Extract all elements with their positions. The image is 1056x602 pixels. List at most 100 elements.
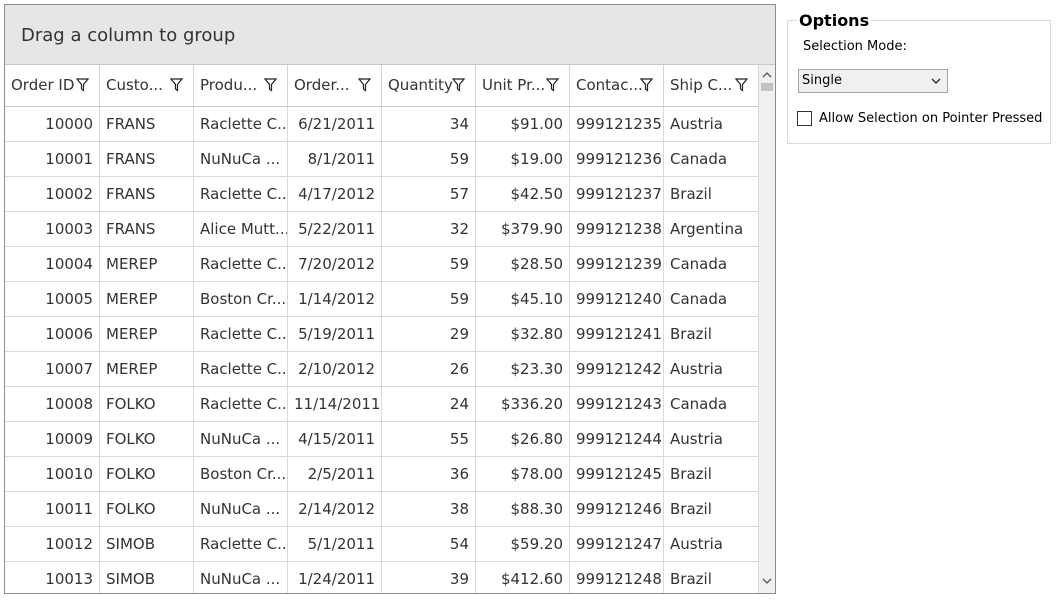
cell-customer[interactable]: FRANS [100,142,194,177]
column-header-order-id[interactable]: Order ID [5,65,100,106]
cell-customer[interactable]: MEREP [100,282,194,317]
cell-ship-country[interactable]: Brazil [664,177,759,212]
scrollbar-thumb[interactable] [761,83,773,91]
cell-ship-country[interactable]: Brazil [664,457,759,492]
cell-customer[interactable]: FOLKO [100,422,194,457]
table-row[interactable]: 10013 SIMOB NuNuCa ... 1/24/2011 39 $412.60 99… [5,562,759,593]
cell-customer[interactable]: FOLKO [100,492,194,527]
cell-order-id[interactable]: 10001 [5,142,100,177]
cell-ship-country[interactable]: Austria [664,107,759,142]
cell-ship-country[interactable]: Brazil [664,492,759,527]
cell-unit-price[interactable]: $91.00 [476,107,570,142]
cell-product[interactable]: Raclette C... [194,107,288,142]
cell-quantity[interactable]: 55 [382,422,476,457]
cell-contact[interactable]: 999121239 [570,247,664,282]
column-header-ship-country[interactable]: Ship C... [664,65,759,106]
cell-contact[interactable]: 999121238 [570,212,664,247]
cell-order-date[interactable]: 5/22/2011 [288,212,382,247]
cell-product[interactable]: NuNuCa ... [194,562,288,593]
cell-contact[interactable]: 999121246 [570,492,664,527]
table-row[interactable]: 10004 MEREP Raclette C... 7/20/2012 59 $28.50… [5,247,759,282]
cell-customer[interactable]: SIMOB [100,562,194,593]
cell-order-id[interactable]: 10006 [5,317,100,352]
cell-unit-price[interactable]: $23.30 [476,352,570,387]
scroll-up-icon[interactable] [759,67,775,83]
cell-customer[interactable]: MEREP [100,352,194,387]
cell-order-id[interactable]: 10004 [5,247,100,282]
column-header-unit-price[interactable]: Unit Pr... [476,65,570,106]
cell-order-date[interactable]: 2/10/2012 [288,352,382,387]
cell-ship-country[interactable]: Austria [664,422,759,457]
cell-order-id[interactable]: 10005 [5,282,100,317]
cell-order-id[interactable]: 10009 [5,422,100,457]
cell-contact[interactable]: 999121235 [570,107,664,142]
cell-unit-price[interactable]: $88.30 [476,492,570,527]
cell-product[interactable]: Raclette C... [194,527,288,562]
cell-order-id[interactable]: 10011 [5,492,100,527]
table-row[interactable]: 10001 FRANS NuNuCa ... 8/1/2011 59 $19.00 9991… [5,142,759,177]
filter-icon[interactable] [170,78,183,92]
cell-quantity[interactable]: 59 [382,247,476,282]
cell-unit-price[interactable]: $45.10 [476,282,570,317]
cell-unit-price[interactable]: $19.00 [476,142,570,177]
column-header-product[interactable]: Produ... [194,65,288,106]
cell-order-date[interactable]: 1/24/2011 [288,562,382,593]
table-row[interactable]: 10011 FOLKO NuNuCa ... 2/14/2012 38 $88.30 999… [5,492,759,527]
filter-icon[interactable] [264,78,277,92]
cell-contact[interactable]: 999121242 [570,352,664,387]
table-row[interactable]: 10010 FOLKO Boston Cr... 2/5/2011 36 $78.00 99… [5,457,759,492]
cell-customer[interactable]: FRANS [100,177,194,212]
cell-product[interactable]: Raclette C... [194,352,288,387]
table-row[interactable]: 10003 FRANS Alice Mutt... 5/22/2011 32 $379.9… [5,212,759,247]
column-header-contact[interactable]: Contac... [570,65,664,106]
cell-quantity[interactable]: 34 [382,107,476,142]
cell-contact[interactable]: 999121244 [570,422,664,457]
cell-quantity[interactable]: 36 [382,457,476,492]
cell-customer[interactable]: MEREP [100,247,194,282]
cell-quantity[interactable]: 26 [382,352,476,387]
cell-quantity[interactable]: 57 [382,177,476,212]
cell-unit-price[interactable]: $78.00 [476,457,570,492]
cell-contact[interactable]: 999121241 [570,317,664,352]
table-row[interactable]: 10002 FRANS Raclette C... 4/17/2012 57 $42.50… [5,177,759,212]
cell-order-date[interactable]: 5/19/2011 [288,317,382,352]
table-row[interactable]: 10012 SIMOB Raclette C... 5/1/2011 54 $59.20 9… [5,527,759,562]
cell-ship-country[interactable]: Austria [664,352,759,387]
cell-unit-price[interactable]: $26.80 [476,422,570,457]
cell-product[interactable]: Alice Mutt... [194,212,288,247]
table-row[interactable]: 10000 FRANS Raclette C... 6/21/2011 34 $91.00… [5,107,759,142]
cell-order-date[interactable]: 2/14/2012 [288,492,382,527]
cell-customer[interactable]: MEREP [100,317,194,352]
table-row[interactable]: 10005 MEREP Boston Cr... 1/14/2012 59 $45.10 9… [5,282,759,317]
cell-product[interactable]: Boston Cr... [194,282,288,317]
cell-ship-country[interactable]: Argentina [664,212,759,247]
cell-contact[interactable]: 999121237 [570,177,664,212]
cell-contact[interactable]: 999121245 [570,457,664,492]
column-header-order-date[interactable]: Order... [288,65,382,106]
cell-order-id[interactable]: 10007 [5,352,100,387]
cell-quantity[interactable]: 38 [382,492,476,527]
cell-quantity[interactable]: 29 [382,317,476,352]
cell-unit-price[interactable]: $28.50 [476,247,570,282]
cell-product[interactable]: NuNuCa ... [194,492,288,527]
table-row[interactable]: 10006 MEREP Raclette C... 5/19/2011 29 $32.80… [5,317,759,352]
cell-unit-price[interactable]: $379.90 [476,212,570,247]
cell-ship-country[interactable]: Brazil [664,317,759,352]
cell-product[interactable]: Raclette C... [194,387,288,422]
cell-order-id[interactable]: 10012 [5,527,100,562]
cell-order-id[interactable]: 10002 [5,177,100,212]
allow-selection-checkbox[interactable] [797,111,812,126]
cell-order-date[interactable]: 2/5/2011 [288,457,382,492]
cell-contact[interactable]: 999121240 [570,282,664,317]
filter-icon[interactable] [640,78,653,92]
cell-ship-country[interactable]: Canada [664,387,759,422]
table-row[interactable]: 10009 FOLKO NuNuCa ... 4/15/2011 55 $26.80 999… [5,422,759,457]
filter-icon[interactable] [358,78,371,92]
allow-selection-label[interactable]: Allow Selection on Pointer Pressed [819,111,1043,126]
cell-contact[interactable]: 999121243 [570,387,664,422]
cell-customer[interactable]: FOLKO [100,387,194,422]
cell-order-date[interactable]: 6/21/2011 [288,107,382,142]
cell-quantity[interactable]: 24 [382,387,476,422]
cell-unit-price[interactable]: $336.20 [476,387,570,422]
cell-order-date[interactable]: 7/20/2012 [288,247,382,282]
